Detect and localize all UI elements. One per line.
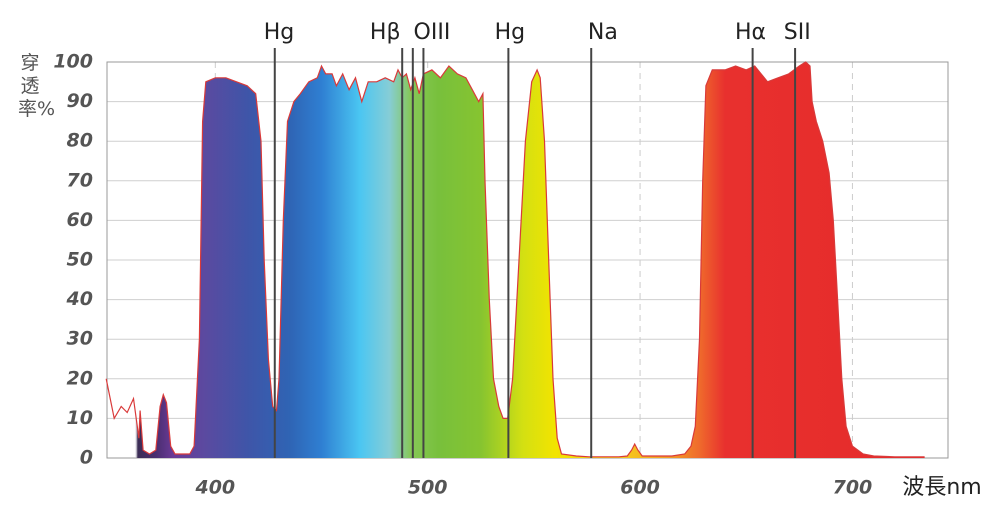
y-tick-label: 20 — [67, 367, 93, 389]
x-tick-label: 700 — [833, 477, 873, 499]
y-tick-label: 70 — [67, 169, 93, 191]
emission-label: Hg — [495, 20, 526, 45]
emission-label: Na — [588, 20, 618, 45]
y-tick-label: 100 — [53, 51, 93, 73]
x-tick-label: 500 — [408, 477, 448, 499]
y-tick-label: 50 — [67, 249, 93, 271]
y-tick-label: 0 — [80, 447, 93, 469]
y-tick-label: 30 — [67, 328, 93, 350]
y-tick-label: 60 — [67, 209, 93, 231]
emission-label: Hβ — [370, 20, 401, 45]
emission-label: OIII — [414, 20, 451, 45]
x-tick-label: 600 — [620, 477, 660, 499]
y-tick-label: 80 — [67, 130, 93, 152]
transmission-line — [105, 61, 925, 458]
y-tick-label: 10 — [67, 407, 93, 429]
emission-label: Hα — [735, 20, 766, 45]
emission-label: SII — [784, 20, 811, 45]
y-tick-label: 90 — [67, 90, 93, 112]
x-tick-label: 400 — [194, 477, 235, 499]
y-tick-label: 40 — [66, 288, 93, 310]
emission-label: Hg — [264, 20, 295, 45]
x-axis-label: 波長nm — [902, 475, 981, 500]
y-axis-label: 穿透率% — [18, 52, 56, 120]
area-fill — [106, 62, 925, 458]
